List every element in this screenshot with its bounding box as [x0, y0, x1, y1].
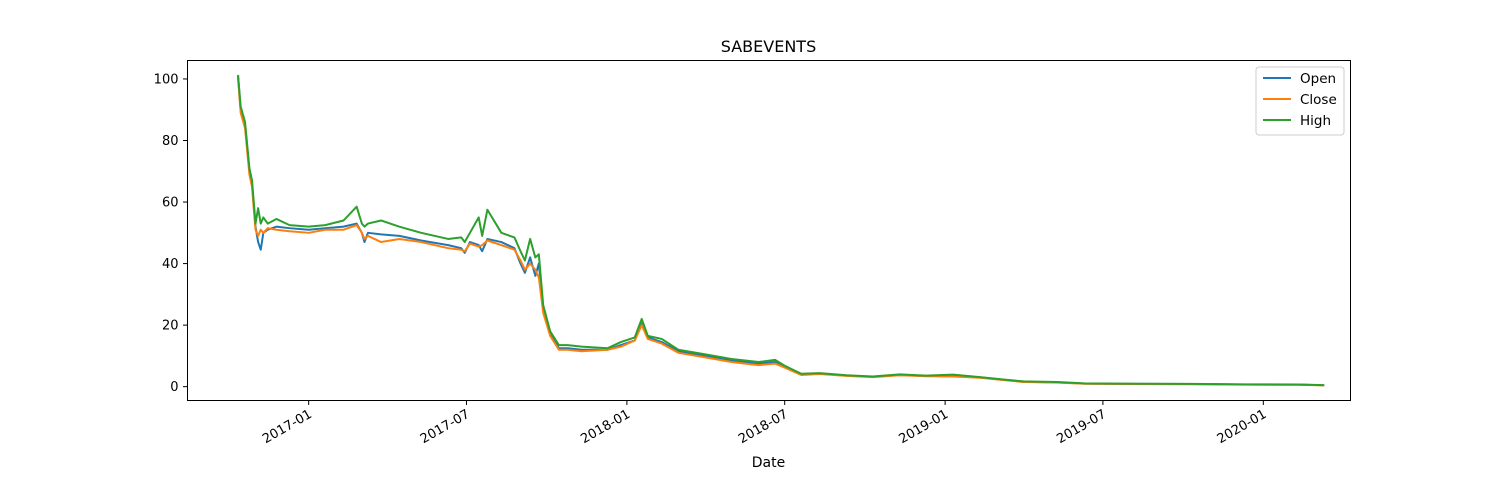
plot-frame — [187, 60, 1351, 401]
y-tick-label: 80 — [162, 134, 179, 149]
series-layer — [237, 74, 1325, 387]
legend-label: Open — [1300, 71, 1336, 87]
legend-label: Close — [1300, 92, 1337, 108]
y-tick-label: 40 — [162, 257, 179, 272]
y-tick-label: 60 — [162, 196, 179, 211]
plot-area — [187, 60, 1351, 401]
y-tick-label: 100 — [154, 72, 179, 87]
chart-title: SABEVENTS — [721, 37, 816, 56]
legend: Open Close High — [1255, 66, 1345, 136]
y-tick-label: 0 — [170, 380, 178, 395]
legend-label: High — [1300, 113, 1331, 129]
series-line-high — [237, 74, 1325, 387]
y-axis: 0 20 40 60 80 100 — [154, 72, 188, 395]
y-tick-label: 20 — [162, 319, 179, 334]
x-axis-label: Date — [752, 455, 785, 471]
legend-box — [1255, 66, 1345, 136]
